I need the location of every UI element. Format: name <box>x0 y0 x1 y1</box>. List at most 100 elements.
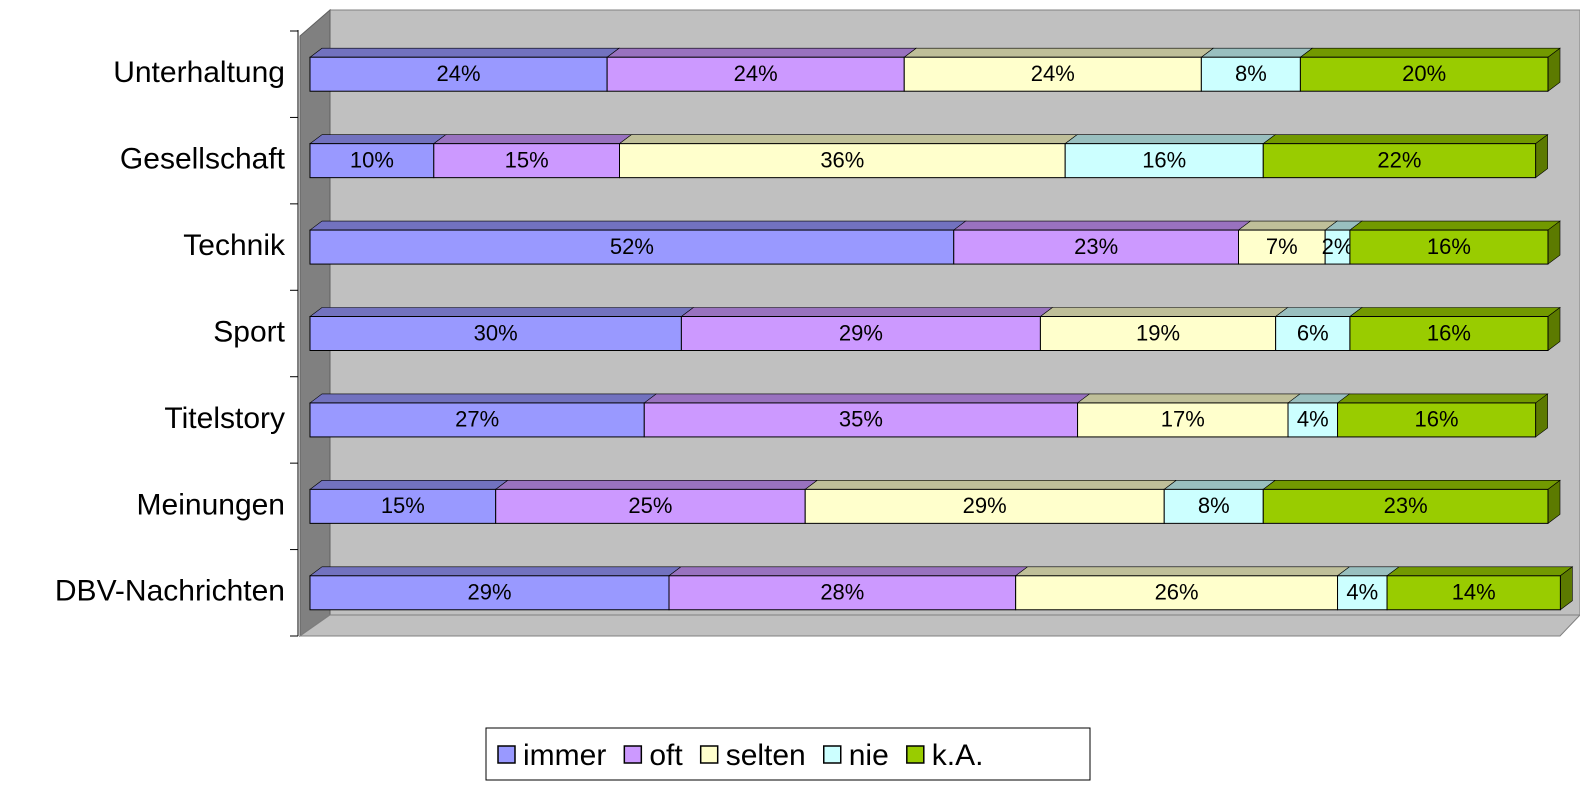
bar-top-shade <box>310 221 966 231</box>
bar-top-shade <box>1238 221 1338 231</box>
value-label: 17% <box>1161 407 1205 432</box>
bar <box>309 316 682 351</box>
bar <box>1287 402 1339 438</box>
value-label: 29% <box>963 493 1007 518</box>
value-label: 16% <box>1427 320 1471 345</box>
bar <box>309 143 435 179</box>
bar-top-shade <box>1387 566 1573 576</box>
value-label: 16% <box>1142 147 1186 172</box>
value-label: 15% <box>381 493 425 518</box>
bar-top-shade <box>1275 307 1362 317</box>
value-label: 4% <box>1346 580 1378 605</box>
bar-top-shade <box>805 480 1177 490</box>
bar-top-shade <box>310 480 508 490</box>
value-label: 27% <box>455 407 499 432</box>
category-label: Sport <box>213 315 285 348</box>
bar-top-shade <box>1065 134 1276 144</box>
value-label: 29% <box>467 580 511 605</box>
bar-top-shade <box>1349 221 1560 231</box>
value-label: 8% <box>1235 61 1267 86</box>
bar <box>1324 229 1351 265</box>
value-label: 26% <box>1155 580 1199 605</box>
bar-top-shade <box>495 480 818 490</box>
bar <box>1299 56 1549 92</box>
value-label: 8% <box>1198 493 1230 518</box>
legend-swatch <box>497 745 516 764</box>
value-label: 20% <box>1402 61 1446 86</box>
bar-side-shade <box>1535 134 1548 178</box>
value-label: 23% <box>1074 234 1118 259</box>
bar-top-shade <box>1263 134 1548 144</box>
category-label: Unterhaltung <box>113 56 285 89</box>
bar-top-shade <box>953 221 1251 231</box>
bar <box>1337 402 1537 438</box>
bar-top-shade <box>433 134 632 144</box>
bar-top-shade <box>1015 566 1350 576</box>
bar-top-shade <box>310 566 682 576</box>
bar-top-shade <box>1337 393 1548 403</box>
value-label: 4% <box>1297 407 1329 432</box>
bar <box>1349 316 1549 351</box>
bar-top-shade <box>1077 393 1301 403</box>
bar-side-shade <box>1560 566 1573 610</box>
bar <box>903 56 1202 92</box>
bar <box>619 143 1066 179</box>
bar-side-shade <box>1535 393 1548 437</box>
value-label: 16% <box>1415 407 1459 432</box>
bar-top-shade <box>1349 307 1560 317</box>
value-label: 22% <box>1377 147 1421 172</box>
bar <box>606 56 905 92</box>
legend-label: selten <box>726 739 806 772</box>
bar <box>680 316 1041 351</box>
bar <box>495 488 806 524</box>
bar <box>433 143 620 179</box>
legend-label: immer <box>523 739 606 772</box>
bar-top-shade <box>644 393 1090 403</box>
bar-side-shade <box>1548 221 1560 265</box>
bar <box>1337 575 1388 611</box>
category-label: Technik <box>183 229 286 262</box>
category-label: DBV-Nachrichten <box>55 575 285 608</box>
legend-swatch <box>823 745 842 764</box>
value-label: 19% <box>1136 320 1180 345</box>
bar-top-shade <box>904 48 1214 58</box>
bar-side-shade <box>1548 480 1560 524</box>
legend-swatch <box>699 745 719 764</box>
bar <box>1262 143 1537 179</box>
value-label: 52% <box>610 234 654 259</box>
legend-swatch <box>906 745 925 764</box>
value-label: 6% <box>1297 320 1329 345</box>
value-label: 24% <box>734 61 778 86</box>
category-label: Meinungen <box>137 488 285 521</box>
bar <box>1200 56 1301 92</box>
category-label: Titelstory <box>164 402 285 435</box>
bar-top-shade <box>669 566 1028 576</box>
bar <box>1349 229 1549 265</box>
bar <box>1163 488 1264 524</box>
bar <box>1386 575 1561 611</box>
bar <box>309 575 670 611</box>
bar-top-shade <box>607 48 917 58</box>
bar <box>668 575 1017 611</box>
value-label: 24% <box>1031 61 1075 86</box>
category-label: Gesellschaft <box>120 143 286 176</box>
bar <box>1262 488 1549 524</box>
value-label: 36% <box>820 147 864 172</box>
bar-top-shade <box>1263 480 1560 490</box>
value-label: 35% <box>839 407 883 432</box>
bar-top-shade <box>619 134 1078 144</box>
legend <box>485 727 1091 781</box>
bar <box>1015 575 1339 611</box>
value-label: 23% <box>1384 493 1428 518</box>
legend-swatch <box>623 745 643 764</box>
bar <box>1064 143 1264 179</box>
value-label: 14% <box>1452 580 1496 605</box>
bar-top-shade <box>310 393 657 403</box>
bar-top-shade <box>1337 566 1400 576</box>
bar-top-shade <box>1164 480 1276 490</box>
bar-side-shade <box>1548 307 1560 351</box>
floor <box>298 614 1580 637</box>
value-label: 25% <box>628 493 672 518</box>
bar <box>643 402 1079 438</box>
